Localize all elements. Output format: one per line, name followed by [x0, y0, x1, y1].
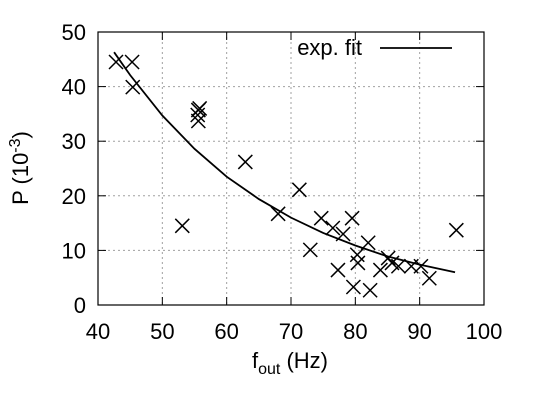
- x-tick-label: 100: [466, 319, 503, 344]
- y-label-end: ): [8, 131, 33, 138]
- plot-frame: [97, 31, 485, 306]
- x-tick-label: 60: [214, 319, 238, 344]
- x-tick-label: 90: [407, 319, 431, 344]
- scatter-point: [302, 242, 318, 258]
- y-tick-label: 50: [62, 20, 86, 45]
- scatter-point: [325, 220, 341, 236]
- scatter-point: [124, 54, 140, 70]
- scatter-point: [390, 258, 406, 274]
- scatter-point: [270, 206, 286, 222]
- y-tick-label: 30: [62, 129, 86, 154]
- scatter-point: [125, 79, 141, 95]
- legend-label: exp. fit: [297, 35, 362, 60]
- scatter-point: [448, 222, 464, 238]
- y-tick-label: 10: [62, 238, 86, 263]
- scatter-point: [237, 154, 253, 170]
- y-axis-label: P (10-3): [7, 131, 33, 205]
- scatter-point: [330, 262, 346, 278]
- x-label-base: f: [252, 348, 259, 373]
- scatter-point: [190, 113, 206, 129]
- scatter-point: [174, 218, 190, 234]
- y-tick-label: 40: [62, 75, 86, 100]
- scatter-point: [313, 210, 329, 226]
- x-tick-label: 50: [150, 319, 174, 344]
- x-tick-label: 40: [86, 319, 110, 344]
- scatter-point: [345, 279, 361, 295]
- scatter-point: [362, 282, 378, 298]
- y-label-base: P (10: [8, 153, 33, 205]
- scatter-point: [192, 100, 208, 116]
- scatter-point: [350, 255, 366, 271]
- x-tick-label: 80: [343, 319, 367, 344]
- x-axis-label: fout (Hz): [252, 348, 328, 378]
- y-label-sup: -3: [7, 138, 24, 152]
- x-label-end: (Hz): [280, 348, 328, 373]
- y-tick-label: 0: [74, 293, 86, 318]
- scatter-point: [291, 182, 307, 198]
- scatter-point: [372, 262, 388, 278]
- x-label-sub: out: [258, 361, 281, 378]
- scatter-point: [421, 270, 437, 286]
- fit-line: [113, 51, 456, 274]
- x-tick-label: 70: [279, 319, 303, 344]
- y-tick-label: 20: [62, 184, 86, 209]
- scatter-point: [413, 258, 429, 274]
- scatter-point: [344, 210, 360, 226]
- scatter-point: [108, 54, 124, 70]
